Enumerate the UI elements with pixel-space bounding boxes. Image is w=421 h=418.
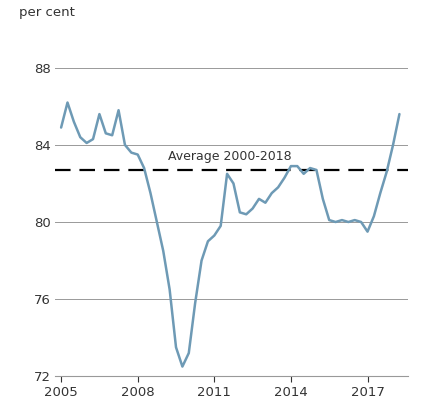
Text: Average 2000-2018: Average 2000-2018 bbox=[168, 150, 292, 163]
Text: per cent: per cent bbox=[19, 6, 75, 19]
